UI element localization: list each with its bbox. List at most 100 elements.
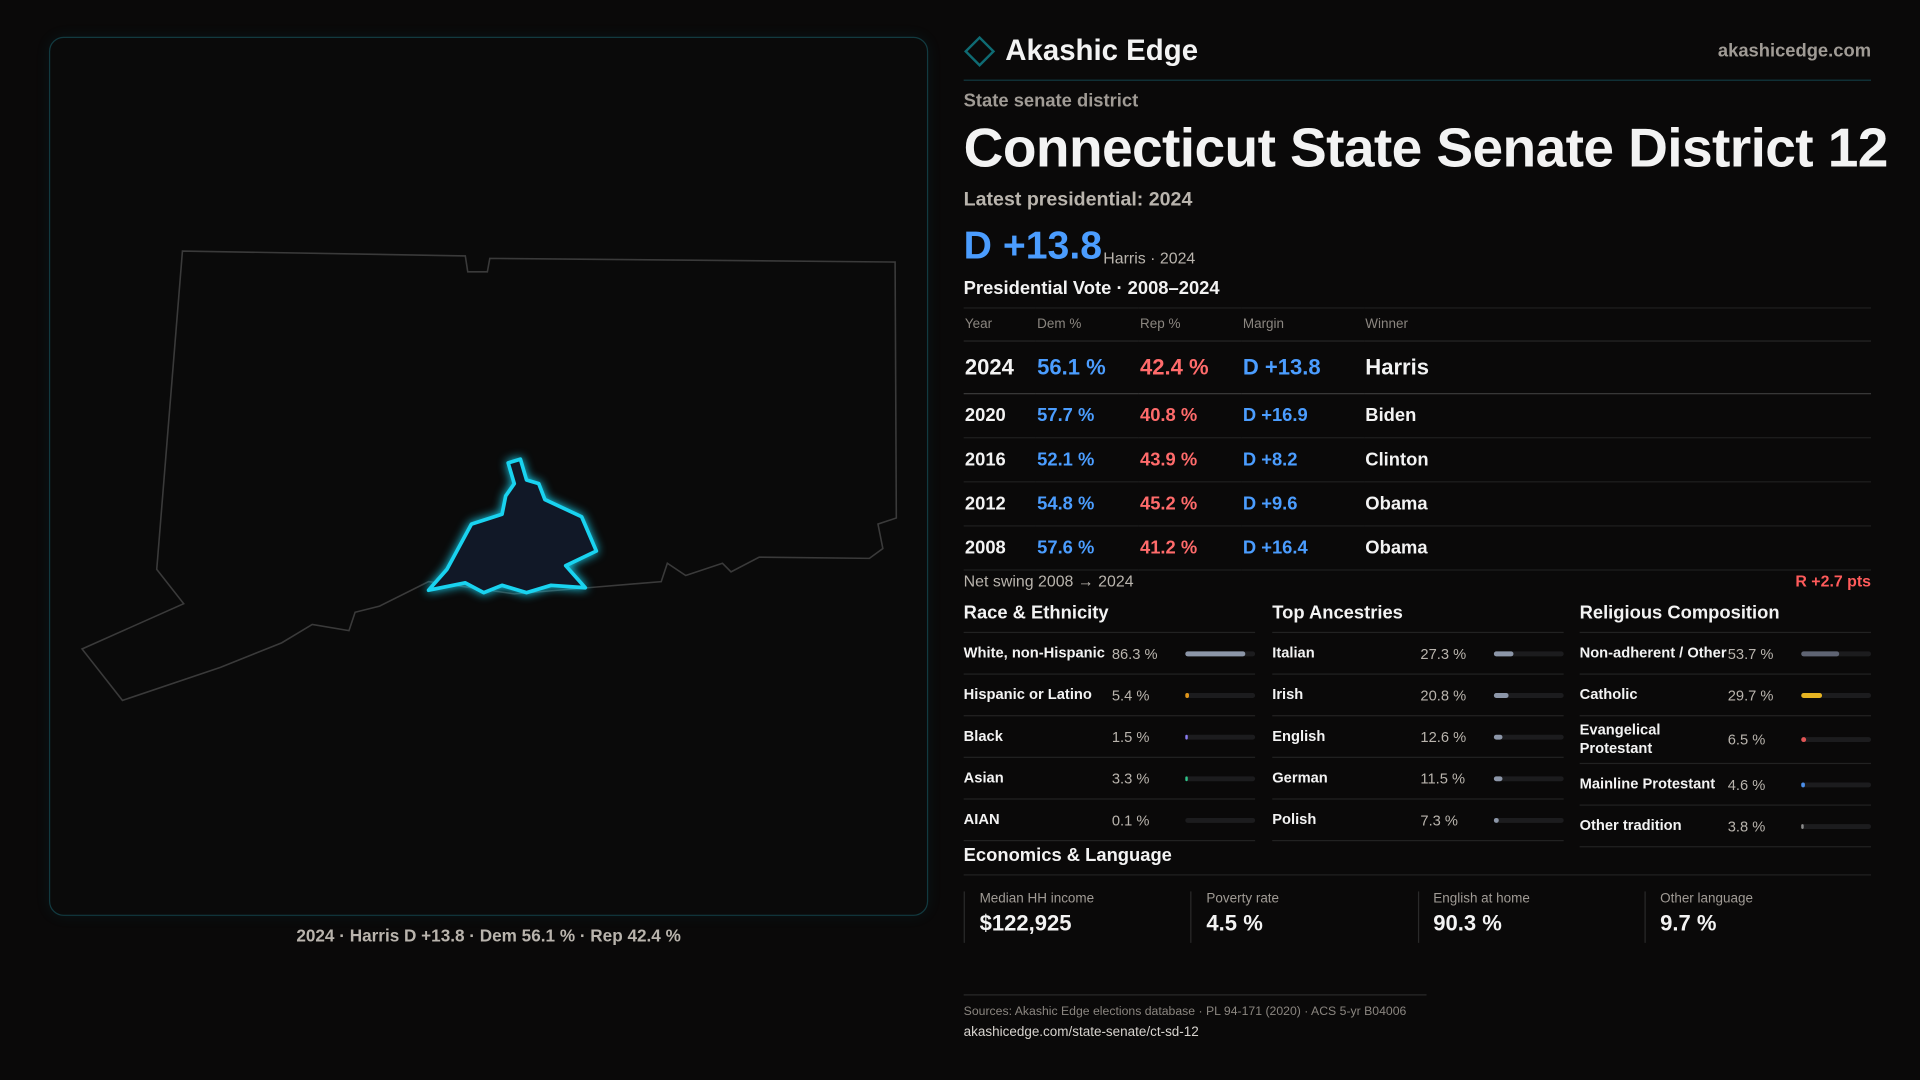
poverty-card: Poverty rate 4.5 % <box>1190 891 1418 943</box>
row-value: 86.3 % <box>1111 644 1158 662</box>
share-bar <box>1493 817 1564 823</box>
ancestry-row: Irish 20.8 % <box>1272 675 1564 717</box>
race-row: AIAN 0.1 % <box>963 800 1256 842</box>
latest-winner: Harris · 2024 <box>1103 248 1196 267</box>
page-url[interactable]: akashicedge.com/state-senate/ct-sd-12 <box>963 1024 1199 1040</box>
row-value: 5.4 % <box>1111 686 1150 704</box>
swing-value: R +2.7 pts <box>1795 571 1872 591</box>
race-section: Race & Ethnicity White, non-Hispanic 86.3 … <box>963 602 1256 842</box>
card-label: Poverty rate <box>1206 891 1280 907</box>
religion-row: Evangelical Protestant 6.5 % <box>1579 716 1872 765</box>
latest-label: Latest presidential: 2024 <box>963 189 1193 211</box>
religion-row: Non-adherent / Other 53.7 % <box>1579 633 1872 675</box>
card-label: Median HH income <box>979 891 1095 907</box>
table-row: 2020 57.7 % 40.8 % D +16.9 Biden <box>963 393 1872 439</box>
card-value: 90.3 % <box>1433 911 1502 936</box>
share-bar-fill <box>1493 817 1499 823</box>
table-row: 2012 54.8 % 45.2 % D +9.6 Obama <box>963 481 1872 527</box>
cell-year: 2012 <box>963 481 1036 527</box>
row-label: Other tradition <box>1579 816 1682 834</box>
row-label: Mainline Protestant <box>1579 775 1716 793</box>
table-title: Presidential Vote · 2008–2024 <box>963 277 1220 299</box>
share-bar-fill <box>1185 692 1190 698</box>
cell-margin: D +16.4 <box>1241 525 1365 571</box>
latest-margin: D +13.8 <box>963 222 1103 267</box>
cell-year: 2020 <box>963 393 1036 439</box>
diamond-logo-icon <box>964 35 996 68</box>
share-bar <box>1801 781 1872 787</box>
religion-row: Catholic 29.7 % <box>1579 675 1872 717</box>
table-row: 2016 52.1 % 43.9 % D +8.2 Clinton <box>963 437 1872 483</box>
cell-winner: Obama <box>1364 525 1872 571</box>
religion-title: Religious Composition <box>1579 602 1872 634</box>
brand-logo[interactable]: Akashic Edge <box>964 34 1198 68</box>
ancestry-row: Polish 7.3 % <box>1272 800 1564 842</box>
cell-winner: Clinton <box>1364 437 1872 483</box>
share-bar <box>1801 737 1872 743</box>
row-value: 7.3 % <box>1420 811 1458 829</box>
share-bar-fill <box>1493 734 1503 739</box>
cell-rep: 42.4 % <box>1138 341 1242 395</box>
ancestry-title: Top Ancestries <box>1272 602 1564 634</box>
page-title: Connecticut State Senate District 12 <box>963 116 1889 179</box>
share-bar <box>1493 734 1564 739</box>
row-label: Evangelical Protestant <box>1579 721 1661 757</box>
cell-margin: D +8.2 <box>1241 437 1365 483</box>
cell-margin: D +16.9 <box>1241 393 1365 439</box>
row-value: 1.5 % <box>1111 727 1150 746</box>
state-outline <box>80 250 898 702</box>
share-bar <box>1801 823 1872 829</box>
card-value: 9.7 % <box>1660 911 1717 936</box>
row-label: Irish <box>1272 685 1304 703</box>
row-value: 3.3 % <box>1111 769 1150 787</box>
row-value: 20.8 % <box>1420 686 1467 704</box>
district-shape <box>426 457 599 595</box>
info-panel: Akashic Edge akashicedge.com State senat… <box>963 0 1888 1080</box>
race-row: White, non-Hispanic 86.3 % <box>963 633 1256 675</box>
cell-margin: D +9.6 <box>1241 481 1365 527</box>
cell-dem: 57.7 % <box>1035 393 1139 439</box>
cell-dem: 54.8 % <box>1035 481 1139 527</box>
cell-winner: Harris <box>1364 341 1872 395</box>
share-bar-fill <box>1801 692 1822 698</box>
row-value: 4.6 % <box>1727 775 1766 793</box>
row-label: Asian <box>963 768 1004 787</box>
religion-section: Religious Composition Non-adherent / Othe… <box>1579 602 1872 848</box>
footer-divider <box>963 994 1427 996</box>
share-bar <box>1185 775 1256 781</box>
row-value: 6.5 % <box>1727 731 1766 749</box>
cell-dem: 56.1 % <box>1035 341 1139 395</box>
race-row: Black 1.5 % <box>963 716 1256 758</box>
district-type: State senate district <box>963 90 1139 112</box>
row-label: Italian <box>1272 644 1315 662</box>
col-margin: Margin <box>1241 307 1365 342</box>
share-bar-fill <box>1493 650 1513 656</box>
site-link[interactable]: akashicedge.com <box>1717 40 1872 62</box>
row-value: 0.1 % <box>1111 811 1150 829</box>
share-bar <box>1185 734 1256 739</box>
share-bar-fill <box>1801 823 1804 829</box>
share-bar <box>1801 692 1872 698</box>
share-bar-fill <box>1801 737 1806 743</box>
card-value: $122,925 <box>979 911 1072 936</box>
cell-rep: 40.8 % <box>1138 393 1242 439</box>
row-label: Non-adherent / Other <box>1579 644 1727 662</box>
ancestry-section: Top Ancestries Italian 27.3 % Irish 20.8 % En… <box>1272 602 1564 842</box>
row-label: English <box>1272 727 1326 745</box>
cell-winner: Biden <box>1364 393 1872 439</box>
share-bar-fill <box>1801 781 1805 787</box>
card-label: English at home <box>1433 891 1530 907</box>
share-bar <box>1185 692 1256 698</box>
row-label: White, non-Hispanic <box>963 644 1105 662</box>
share-bar <box>1493 692 1564 698</box>
share-bar <box>1801 650 1872 656</box>
row-label: Black <box>963 727 1003 745</box>
col-year: Year <box>963 307 1036 342</box>
cell-margin: D +13.8 <box>1241 341 1365 395</box>
map-caption: 2024 · Harris D +13.8 · Dem 56.1 % · Rep… <box>296 925 681 946</box>
col-winner: Winner <box>1364 307 1872 342</box>
share-bar <box>1493 775 1564 781</box>
swing-label: Net swing 2008 → 2024 <box>963 571 1134 591</box>
cell-rep: 45.2 % <box>1138 481 1242 527</box>
